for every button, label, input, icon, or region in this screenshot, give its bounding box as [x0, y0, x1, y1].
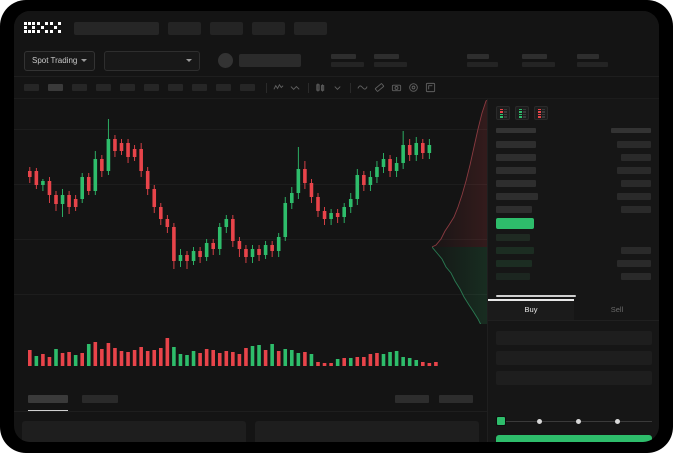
- timeframe-1[interactable]: [48, 84, 63, 91]
- candlestick-icon[interactable]: [314, 82, 326, 94]
- timeframe-7[interactable]: [192, 84, 207, 91]
- timeframe-4[interactable]: [120, 84, 135, 91]
- orderbook-mode-bids-icon[interactable]: [515, 106, 529, 120]
- orderbook-spread: [488, 216, 659, 231]
- orderbook-row[interactable]: [488, 244, 659, 257]
- order-field-0[interactable]: [496, 331, 652, 345]
- bottom-panel-0[interactable]: [22, 421, 246, 442]
- bottom-tab-1[interactable]: [82, 395, 118, 403]
- bottom-action-0[interactable]: [395, 395, 429, 403]
- area-chart-icon[interactable]: [289, 82, 301, 94]
- ruler-icon[interactable]: [373, 82, 385, 94]
- volume-chart[interactable]: [14, 324, 487, 386]
- nav-search-input[interactable]: [74, 21, 159, 35]
- orderbook-row[interactable]: [488, 164, 659, 177]
- orderbook-header: [488, 126, 659, 138]
- timeframe-6[interactable]: [168, 84, 183, 91]
- timeframe-8[interactable]: [216, 84, 231, 91]
- amount-slider[interactable]: [496, 415, 652, 427]
- orderbook-scrollbar[interactable]: [496, 295, 576, 297]
- logo-glyph-x: [50, 21, 61, 35]
- nav-item-1[interactable]: [210, 21, 243, 35]
- slider-handle[interactable]: [496, 416, 506, 426]
- orderbook-bids: [488, 231, 659, 283]
- orderbook-row[interactable]: [488, 138, 659, 151]
- top-nav: [14, 11, 659, 45]
- bottom-action-1[interactable]: [439, 395, 473, 403]
- fullscreen-icon[interactable]: [424, 82, 436, 94]
- spread-highlight-bar: [496, 218, 534, 229]
- orderbook-row[interactable]: [488, 257, 659, 270]
- stat-1: [374, 54, 408, 67]
- bottom-panels: [14, 421, 487, 442]
- device-screen: Spot Trading: [14, 11, 659, 442]
- logo-glyph-k: [37, 21, 48, 35]
- pair-avatar-icon: [218, 53, 234, 68]
- orderbook-col-price: [496, 128, 536, 133]
- pair-bar: Spot Trading: [14, 45, 659, 77]
- toolbar-divider: [308, 82, 309, 93]
- orderbook-row[interactable]: [488, 270, 659, 283]
- orderbook-row[interactable]: [488, 151, 659, 164]
- tab-buy[interactable]: Buy: [488, 299, 574, 320]
- tab-buy-label: Buy: [524, 305, 538, 314]
- spot-trading-label: Spot Trading: [32, 56, 78, 65]
- spot-trading-select[interactable]: Spot Trading: [24, 50, 96, 71]
- pair-dropdown[interactable]: [104, 50, 201, 71]
- orderbook-mode-switch: [488, 99, 659, 126]
- slider-marker-75[interactable]: [615, 418, 620, 424]
- okx-logo[interactable]: [24, 21, 64, 35]
- tab-sell[interactable]: Sell: [574, 299, 659, 320]
- volume-bars-svg: [28, 338, 438, 366]
- timeframe-0[interactable]: [24, 84, 39, 91]
- timeframe-5[interactable]: [144, 84, 159, 91]
- stat-2: [467, 54, 499, 67]
- chevron-down-icon: [186, 59, 193, 62]
- toolbar-divider: [266, 82, 267, 93]
- orderbook-row[interactable]: [488, 231, 659, 244]
- slider-marker-50[interactable]: [576, 418, 581, 424]
- order-form-tabs: Buy Sell: [488, 299, 659, 321]
- order-form-fields: [488, 325, 659, 391]
- tab-sell-label: Sell: [610, 305, 624, 314]
- toolbar-divider: [350, 82, 351, 93]
- stat-0: [331, 54, 365, 67]
- orderbook-mode-asks-icon[interactable]: [534, 106, 548, 120]
- timeframe-3[interactable]: [96, 84, 111, 91]
- orderbook-row[interactable]: [488, 177, 659, 190]
- order-field-2[interactable]: [496, 371, 652, 385]
- orderbook-row[interactable]: [488, 190, 659, 203]
- order-panel: Buy Sell: [487, 99, 659, 442]
- timeframe-2[interactable]: [72, 84, 87, 91]
- orderbook-row[interactable]: [488, 203, 659, 216]
- orderbook-col-size: [611, 128, 651, 133]
- stat-4: [577, 54, 609, 67]
- nav-item-2[interactable]: [252, 21, 285, 35]
- chevron-down-icon[interactable]: [331, 82, 343, 94]
- camera-icon[interactable]: [390, 82, 402, 94]
- bottom-panel-1[interactable]: [255, 421, 479, 442]
- indicator-icon[interactable]: [356, 82, 368, 94]
- orderbook-mode-both-icon[interactable]: [496, 106, 510, 120]
- submit-order-button[interactable]: [496, 435, 652, 442]
- orderbook-asks: [488, 138, 659, 216]
- settings-icon[interactable]: [407, 82, 419, 94]
- bottom-tab-0[interactable]: [28, 395, 68, 411]
- slider-marker-25[interactable]: [537, 418, 542, 424]
- chevron-down-icon: [81, 59, 88, 62]
- nav-item-3[interactable]: [294, 21, 327, 35]
- order-field-1[interactable]: [496, 351, 652, 365]
- chart-toolbar: [14, 77, 659, 99]
- candles-svg: [28, 119, 432, 269]
- active-tab-underline: [28, 409, 68, 411]
- line-chart-icon[interactable]: [272, 82, 284, 94]
- candlestick-chart[interactable]: [14, 99, 487, 324]
- timeframe-9[interactable]: [240, 84, 255, 91]
- nav-item-0[interactable]: [168, 21, 201, 35]
- bottom-tabs: [14, 387, 487, 412]
- logo-glyph-o: [24, 21, 35, 35]
- last-price-value: [239, 54, 302, 67]
- stat-3: [522, 54, 556, 67]
